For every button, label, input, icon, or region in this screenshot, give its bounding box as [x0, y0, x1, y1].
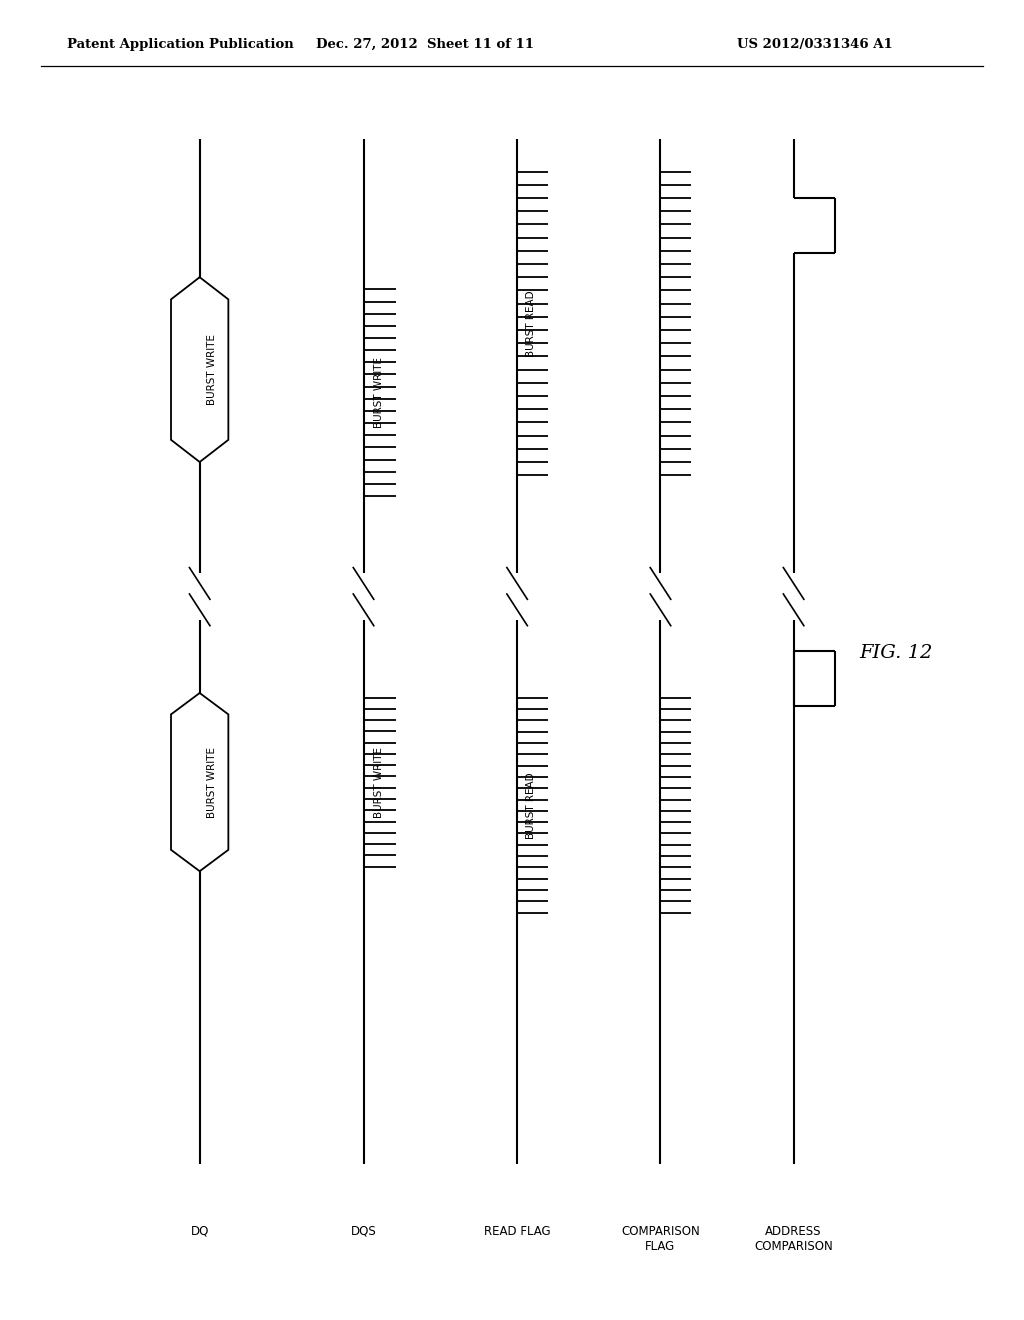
- Text: Dec. 27, 2012  Sheet 11 of 11: Dec. 27, 2012 Sheet 11 of 11: [316, 38, 534, 50]
- Text: BURST WRITE: BURST WRITE: [374, 358, 384, 428]
- Text: BURST READ: BURST READ: [526, 772, 537, 838]
- Text: BURST WRITE: BURST WRITE: [374, 747, 384, 817]
- Text: COMPARISON
FLAG: COMPARISON FLAG: [622, 1225, 699, 1253]
- Text: DQ: DQ: [190, 1225, 209, 1238]
- Text: US 2012/0331346 A1: US 2012/0331346 A1: [737, 38, 893, 50]
- Text: Patent Application Publication: Patent Application Publication: [67, 38, 293, 50]
- Text: ADDRESS
COMPARISON: ADDRESS COMPARISON: [755, 1225, 833, 1253]
- Text: DQS: DQS: [350, 1225, 377, 1238]
- Text: READ FLAG: READ FLAG: [483, 1225, 551, 1238]
- Text: BURST READ: BURST READ: [526, 290, 537, 356]
- Text: BURST WRITE: BURST WRITE: [207, 747, 217, 817]
- Text: BURST WRITE: BURST WRITE: [207, 334, 217, 405]
- Text: FIG. 12: FIG. 12: [859, 644, 933, 663]
